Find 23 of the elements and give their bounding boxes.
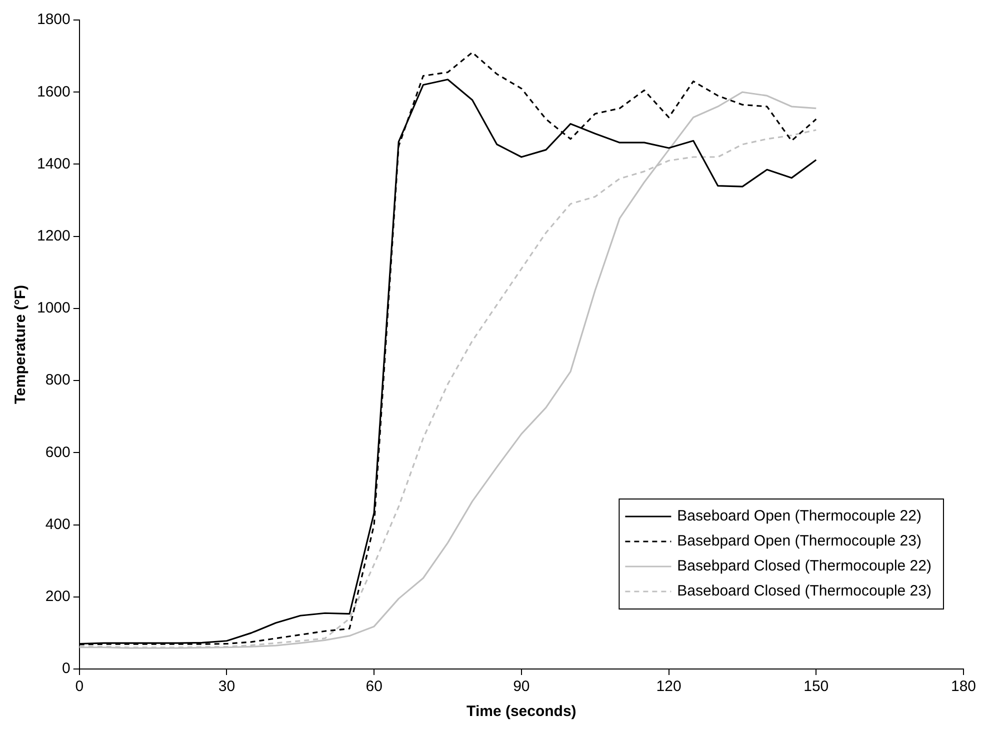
y-tick-label: 1000 [36,300,70,317]
y-tick-label: 200 [45,588,70,606]
y-tick-label: 800 [45,372,70,389]
x-tick-label: 90 [513,678,530,696]
x-tick-label: 30 [218,678,236,696]
y-tick-label: 1600 [36,83,70,100]
y-tick-label: 400 [45,516,70,533]
y-tick-label: 1400 [36,155,70,172]
x-tick-label: 180 [950,678,976,696]
y-tick-label: 1200 [36,227,70,244]
legend-label: Baseboard Open (Thermocouple 22) [677,508,922,525]
x-axis-title: Time (seconds) [466,703,576,720]
y-tick-label: 1800 [36,11,70,28]
legend-label: Basebpard Open (Thermocouple 23) [677,532,922,550]
legend-label: Basebpard Closed (Thermocouple 22) [677,558,932,575]
x-tick-label: 120 [656,678,682,696]
x-tick-label: 0 [75,678,84,696]
y-tick-label: 0 [62,660,70,678]
y-axis-title: Temperature (°F) [12,284,30,404]
x-tick-label: 150 [804,678,829,696]
x-tick-label: 60 [366,678,382,696]
y-tick-label: 600 [45,444,70,461]
legend-label: Baseboard Closed (Thermocouple 23) [677,582,932,600]
